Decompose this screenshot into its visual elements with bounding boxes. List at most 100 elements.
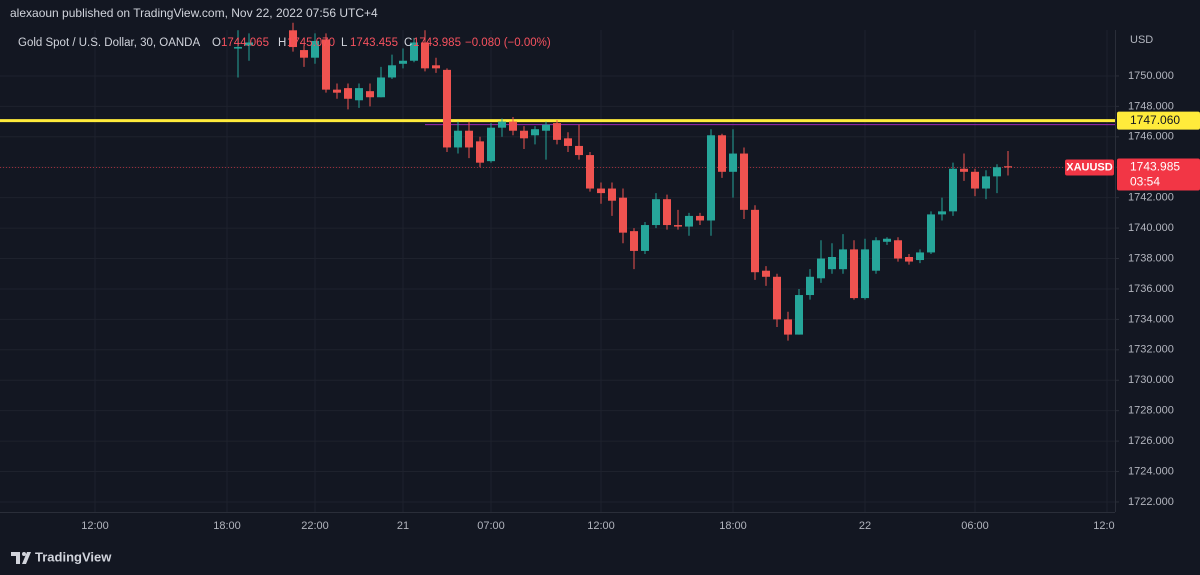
last-price-label: 1743.985 [1130,160,1180,174]
candle-body [234,47,242,49]
x-tick-label: 12:00 [81,520,109,532]
x-tick-label: 07:00 [477,520,505,532]
candle-body [564,138,572,146]
legend-value: 1743.455 [350,37,398,49]
candle-body [839,249,847,270]
legend-value: 1743.985 [413,37,461,49]
candle-body [740,153,748,210]
candle-body [498,121,506,128]
candle-body [894,240,902,259]
legend-value: 1744.065 [221,37,269,49]
y-axis-panel [1115,0,1200,545]
x-tick-label: 06:00 [961,520,989,532]
candle-body [300,50,308,58]
candle-body [520,130,528,139]
candle-body [333,89,341,93]
y-tick-label: 1730.000 [1128,374,1174,386]
attribution: alexaoun published on TradingView.com, N… [10,6,378,20]
y-tick-label: 1722.000 [1128,496,1174,508]
candle-body [762,270,770,277]
candle-body [509,121,517,131]
symbol-label: XAUUSD [1066,161,1113,173]
candle-body [531,129,539,136]
candle-body [410,42,418,61]
y-tick-label: 1746.000 [1128,131,1174,143]
x-tick-label: 22:00 [301,520,329,532]
x-tick-label: 12:00 [1093,520,1121,532]
candle-body [245,42,253,46]
candle-body [289,30,297,48]
candle-body [707,135,715,221]
candle-body [454,130,462,148]
candle-body [993,167,1001,177]
candle-body [718,135,726,172]
y-tick-label: 1732.000 [1128,344,1174,356]
logo-dot [22,552,26,556]
level-label-box [1117,111,1200,130]
candle-body [421,42,429,69]
candle-body [388,65,396,78]
y-tick-label: 1740.000 [1128,222,1174,234]
legend-change: −0.080 (−0.00%) [465,37,551,49]
candle-body [553,123,561,140]
candle-body [674,225,682,227]
candle-body [487,127,495,162]
candle-body [652,199,660,226]
x-tick-label: 18:00 [213,520,241,532]
candle-body [883,238,891,242]
y-tick-label: 1736.000 [1128,283,1174,295]
x-tick-label: 18:00 [719,520,747,532]
candle-body [828,257,836,270]
y-tick-label: 1724.000 [1128,465,1174,477]
candle-body [443,69,451,148]
candle-body [971,171,979,189]
legend-key: H [278,37,286,49]
candle-body [344,88,352,99]
last-price-box [1117,158,1200,191]
candle-body [630,231,638,251]
candle-body [817,258,825,279]
y-tick-label: 1728.000 [1128,405,1174,417]
candles [234,22,1012,341]
candle-body [476,141,484,163]
y-tick-label: 1734.000 [1128,313,1174,325]
candle-body [927,214,935,253]
legend-value: 1745.070 [287,37,335,49]
legend-label: Gold Spot / U.S. Dollar, 30, OANDA [18,37,200,49]
candle-body [586,155,594,189]
x-tick-label: 12:00 [587,520,615,532]
y-tick-label: 1748.000 [1128,100,1174,112]
countdown-label: 03:54 [1130,175,1160,189]
candle-body [861,249,869,299]
candle-body [322,39,330,90]
candle-body [663,199,671,226]
x-tick-label: 22 [859,520,871,532]
x-axis: 12:00 18:00 22:00 21 07:00 12:00 18:00 22 06:00 1… [81,520,1121,532]
candle-body [465,130,473,148]
candle-body [773,276,781,320]
legend-key: O [212,37,221,49]
candle-body [355,88,363,101]
candle-body [784,319,792,335]
symbol-box [1065,159,1114,176]
candle-body [311,40,319,58]
candle-body [1004,166,1012,168]
header: alexaoun published on TradingView.com, N… [10,6,551,49]
candle-body [542,124,550,131]
legend-key: C [404,37,412,49]
candle-body [916,252,924,261]
candle-body [575,145,583,156]
candle-body [960,168,968,172]
candle-body [685,215,693,227]
candle-body [696,215,704,221]
logo-text: TradingView [35,549,112,564]
candle-body [608,188,616,201]
candle-body [729,153,737,172]
candle-body [938,211,946,215]
logo: TradingView [11,549,112,564]
candle-body [366,91,374,98]
